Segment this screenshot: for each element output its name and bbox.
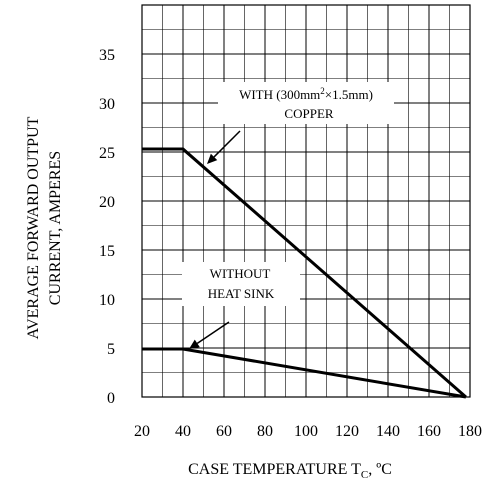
- series-line-1: [142, 147, 467, 399]
- annotation-without-heatsink-line1: WITHOUT: [210, 266, 271, 281]
- annotation-with-copper: WITH (300mm2×1.5mm) COPPER: [207, 82, 394, 164]
- y-tick-label: 15: [99, 243, 115, 260]
- annotation-with-copper-line1: WITH (300mm2×1.5mm): [239, 86, 373, 102]
- x-tick-label: 120: [335, 423, 359, 440]
- series-layer: [142, 147, 467, 399]
- x-tick-label: 60: [216, 423, 232, 440]
- y-tick-label: 5: [107, 341, 115, 358]
- x-tick-label: 100: [294, 423, 318, 440]
- x-tick-labels: 20 40 60 80 100 120 140 160 180: [134, 423, 482, 440]
- series-line-2: [142, 347, 467, 399]
- annotation-without-heatsink: WITHOUT HEAT SINK: [182, 262, 300, 349]
- x-tick-label: 40: [175, 423, 191, 440]
- y-tick-label: 25: [99, 145, 115, 162]
- x-axis-title: CASE TEMPERATURE TC, ºC: [188, 461, 392, 481]
- x-tick-label: 160: [417, 423, 441, 440]
- y-tick-labels: 0 5 10 15 20 25 30 35: [99, 47, 115, 407]
- annotation-without-heatsink-background: [182, 262, 300, 306]
- annotation-with-copper-background: [218, 82, 394, 124]
- x-tick-label: 20: [134, 423, 150, 440]
- y-tick-label: 0: [107, 390, 115, 407]
- x-tick-label: 180: [458, 423, 482, 440]
- major-grid: [141, 5, 471, 398]
- y-axis-title-line1: AVERAGE FORWARD OUTPUT: [25, 116, 42, 339]
- annotation-with-copper-arrowhead: [207, 153, 218, 164]
- annotation-without-heatsink-line2: HEAT SINK: [208, 286, 275, 301]
- annotation-with-copper-arrow: [213, 130, 241, 158]
- y-tick-label: 20: [99, 194, 115, 211]
- x-tick-label: 80: [257, 423, 273, 440]
- y-axis-title: AVERAGE FORWARD OUTPUT CURRENT, AMPERES: [25, 116, 64, 339]
- plot-area-frame: [141, 4, 471, 398]
- y-tick-label: 30: [99, 96, 115, 113]
- annotation-with-copper-line2: COPPER: [284, 106, 333, 121]
- annotation-without-heatsink-arrowhead: [189, 339, 200, 349]
- y-tick-label: 10: [99, 292, 115, 309]
- annotation-without-heatsink-arrow: [196, 321, 230, 345]
- y-tick-label: 35: [99, 47, 115, 64]
- x-tick-label: 140: [376, 423, 400, 440]
- y-axis-title-line2: CURRENT, AMPERES: [47, 151, 64, 305]
